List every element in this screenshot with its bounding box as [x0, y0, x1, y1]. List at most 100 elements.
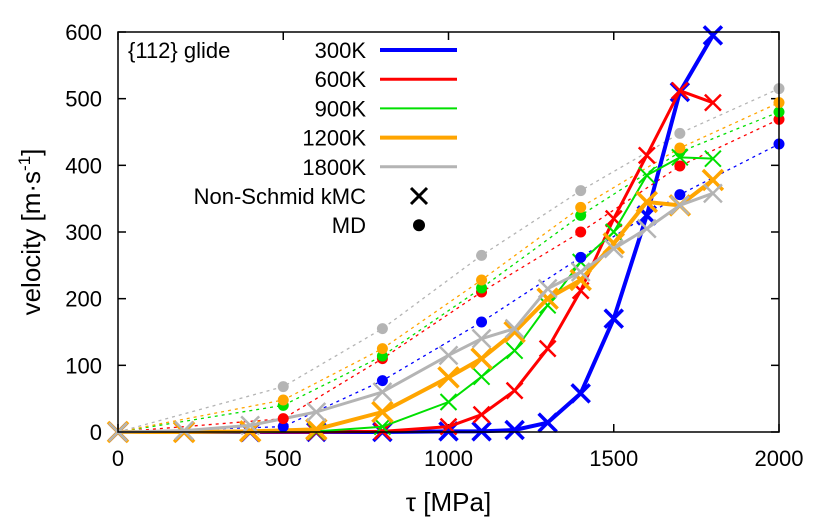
kmc-point-300k-10: [603, 308, 624, 329]
kmc-point-1200k-5-stroke-b: [437, 366, 460, 389]
kmc-point-1800k-6: [471, 328, 492, 349]
kmc-point-1800k-4: [372, 382, 393, 402]
md-point-1800k-1: [376, 323, 388, 335]
x-axis-title: τ [MPa]: [406, 487, 491, 517]
kmc-point-300k-10-stroke-b: [603, 308, 624, 329]
kmc-point-1200k-3-stroke-b: [305, 418, 328, 441]
kmc-point-900k-8-stroke-b: [538, 296, 557, 315]
md-point-600k-4: [674, 160, 686, 172]
md-point-1200k-3: [575, 201, 587, 213]
kmc-point-1200k-11: [635, 190, 659, 214]
kmc-point-1800k-4-stroke-b: [372, 382, 393, 402]
kmc-point-900k-8: [538, 296, 557, 315]
kmc-point-600k-10-stroke-b: [604, 209, 623, 228]
kmc-point-1800k-3: [306, 402, 327, 422]
legend: 300K 600K 900K 1200K 1800K Non-Schmid kMC MD: [194, 38, 457, 238]
md-point-300k-0: [277, 421, 289, 433]
x-tick-label-2: 1000: [424, 446, 473, 471]
kmc-line-1800k: [117, 191, 714, 434]
kmc-point-1200k-5: [437, 366, 460, 389]
kmc-point-1800k-7: [504, 318, 525, 339]
kmc-point-900k-7: [505, 341, 524, 360]
kmc-point-1800k-9: [570, 262, 591, 282]
kmc-point-1800k-5-stroke-b: [438, 345, 459, 366]
md-point-1200k-4: [674, 142, 686, 154]
md-point-1200k-2: [476, 274, 488, 286]
kmc-line-1200k: [118, 178, 715, 434]
kmc-point-1800k-6-stroke-b: [471, 328, 492, 349]
kmc-point-900k-6: [472, 367, 491, 386]
kmc-point-1200k-6-stroke-b: [470, 347, 493, 370]
kmc-point-300k-13-stroke-b: [702, 25, 724, 46]
kmc-point-1800k-1-stroke-b: [174, 420, 194, 441]
md-points: [277, 83, 785, 433]
kmc-point-600k-13: [704, 93, 722, 112]
kmc-point-1200k-9: [569, 268, 592, 292]
md-point-1200k-0: [277, 394, 289, 406]
legend-label-1200k: 1200K: [302, 126, 366, 151]
kmc-point-300k-9: [570, 383, 591, 404]
md-fit-900k: [117, 111, 780, 433]
kmc-point-900k-13: [704, 149, 722, 168]
kmc-point-900k-5: [439, 393, 458, 411]
md-point-1800k-3: [575, 185, 587, 197]
kmc-point-1200k-8: [536, 287, 559, 310]
axes: 0 500 1000 1500 2000 0 100 200 300 400 500 600: [65, 20, 803, 471]
kmc-point-300k-7-stroke-b: [504, 419, 525, 441]
kmc-point-600k-7: [505, 381, 524, 400]
md-fit-1800k: [117, 88, 780, 433]
kmc-point-600k-8-stroke-b: [538, 339, 557, 358]
kmc-point-1800k-9-stroke-b: [570, 262, 591, 282]
md-point-300k-2: [476, 316, 488, 328]
y-tick-label-3: 300: [65, 220, 102, 245]
kmc-point-1800k-12: [669, 195, 690, 216]
kmc-point-600k-6: [472, 405, 491, 424]
legend-kmc-marker: [409, 186, 429, 206]
kmc-point-300k-8-stroke-b: [537, 412, 558, 433]
kmc-point-1200k-7-stroke-b: [503, 320, 526, 344]
md-point-300k-4: [674, 189, 686, 201]
y-axis-title: velocity [m·s-1]: [15, 149, 46, 316]
x-tick-label-0: 0: [112, 446, 124, 471]
legend-label-md: MD: [332, 213, 366, 238]
kmc-point-900k-6-stroke-b: [472, 367, 491, 386]
x-tick-label-3: 1500: [589, 446, 638, 471]
md-point-300k-3: [575, 251, 587, 263]
kmc-point-600k-12-stroke-b: [670, 81, 689, 100]
y-axis-title-sup: -1: [15, 156, 34, 171]
md-point-300k-1: [376, 375, 388, 387]
kmc-point-300k-7: [504, 419, 525, 441]
y-tick-label-2: 200: [65, 287, 102, 312]
kmc-point-1800k-1: [174, 420, 194, 441]
kmc-point-600k-13-stroke-b: [704, 93, 722, 112]
kmc-point-900k-11: [638, 166, 656, 185]
legend-label-600k: 600K: [315, 67, 367, 92]
kmc-point-900k-7-stroke-b: [505, 341, 524, 360]
md-point-1200k-1: [376, 343, 388, 355]
x-tick-label-4: 2000: [755, 446, 804, 471]
kmc-point-600k-11: [637, 146, 656, 165]
kmc-point-300k-13: [702, 25, 724, 46]
kmc-point-1800k-3-stroke-b: [306, 402, 327, 422]
kmc-point-300k-9-stroke-b: [570, 383, 591, 404]
y-tick-label-4: 400: [65, 153, 102, 178]
kmc-point-600k-12: [670, 81, 689, 100]
kmc-point-600k-8: [538, 339, 557, 358]
y-tick-label-1: 100: [65, 353, 102, 378]
kmc-point-1200k-10: [602, 232, 625, 255]
kmc-point-900k-13-stroke-b: [704, 149, 722, 168]
md-point-600k-3: [575, 226, 587, 238]
kmc-point-1200k-7: [503, 320, 526, 344]
y-tick-label-5: 500: [65, 87, 102, 112]
kmc-point-1800k-11: [636, 218, 657, 239]
kmc-point-1800k-10-stroke-b: [603, 238, 624, 259]
legend-kmc-marker-stroke-b: [409, 186, 429, 206]
md-point-1800k-2: [476, 249, 488, 261]
legend-label-300k: 300K: [315, 38, 367, 63]
kmc-point-600k-7-stroke-b: [505, 381, 524, 400]
kmc-point-1800k-13-stroke-b: [703, 183, 723, 204]
y-axis-title-main: velocity [m·s: [16, 171, 46, 315]
kmc-point-1800k-12-stroke-b: [669, 195, 690, 216]
kmc-point-1800k-5: [438, 345, 459, 366]
